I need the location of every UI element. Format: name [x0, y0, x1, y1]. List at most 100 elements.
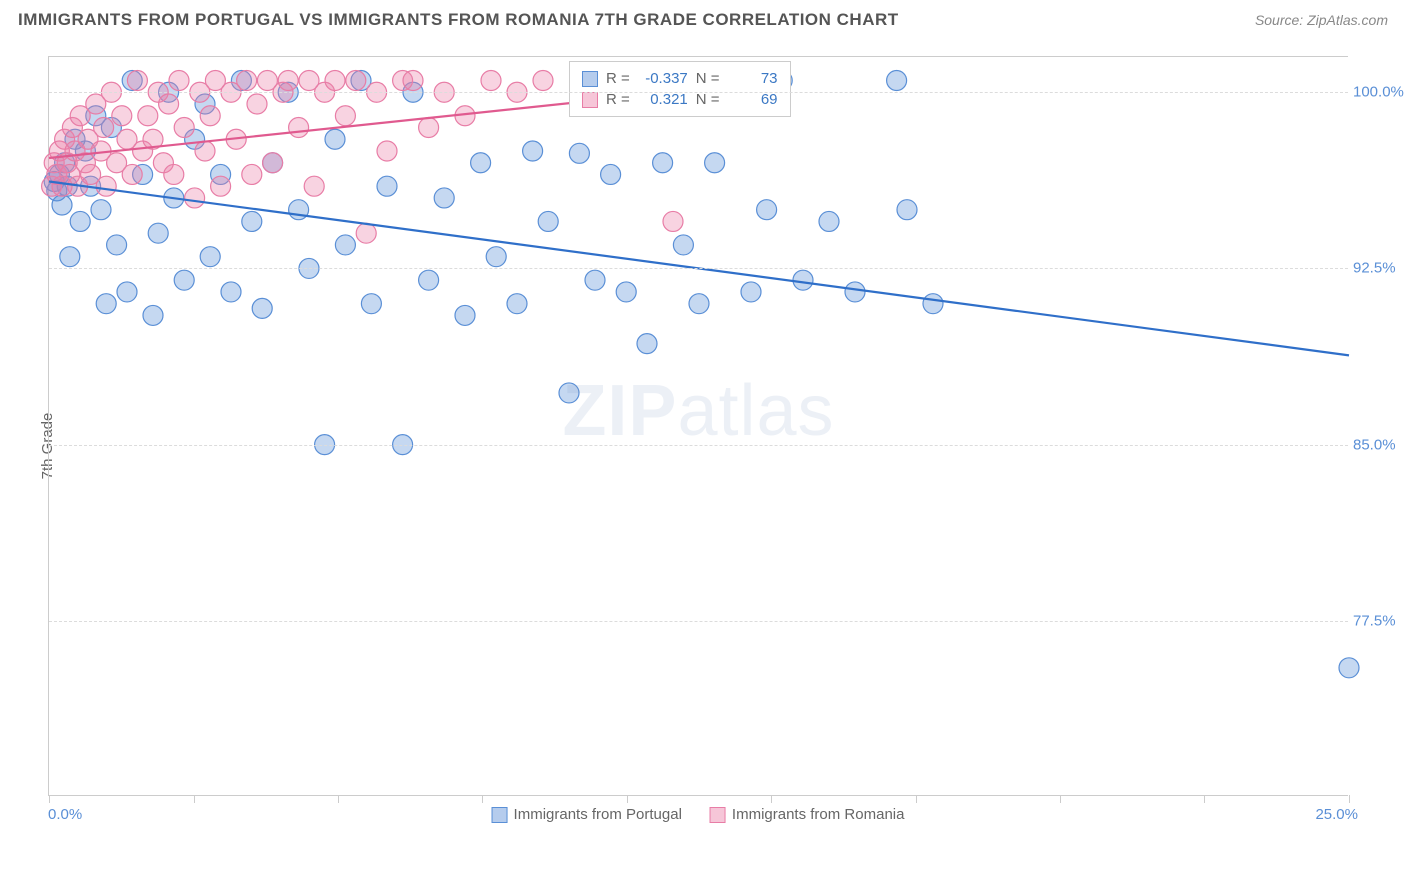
x-max-label: 25.0% — [1315, 806, 1358, 823]
data-point-portugal — [148, 223, 168, 243]
data-point-portugal — [507, 294, 527, 314]
y-tick-label: 85.0% — [1353, 436, 1406, 453]
data-point-portugal — [601, 164, 621, 184]
x-min-label: 0.0% — [48, 806, 82, 823]
data-point-romania — [164, 164, 184, 184]
data-point-romania — [159, 94, 179, 114]
data-point-portugal — [252, 298, 272, 318]
data-point-portugal — [559, 383, 579, 403]
data-point-romania — [122, 164, 142, 184]
data-point-portugal — [471, 153, 491, 173]
data-point-portugal — [897, 200, 917, 220]
data-point-portugal — [616, 282, 636, 302]
data-point-romania — [533, 70, 553, 90]
data-point-portugal — [523, 141, 543, 161]
data-point-romania — [195, 141, 215, 161]
grid-line — [49, 268, 1348, 269]
data-point-portugal — [242, 211, 262, 231]
data-point-portugal — [107, 235, 127, 255]
bottom-legend: Immigrants from Portugal Immigrants from… — [492, 806, 905, 823]
chart-plot-area: R = -0.337 N = 73 R = 0.321 N = 69 ZIPat… — [48, 56, 1348, 796]
data-point-romania — [211, 176, 231, 196]
data-point-romania — [242, 164, 262, 184]
data-point-romania — [174, 117, 194, 137]
swatch-pink-icon — [582, 92, 598, 108]
data-point-romania — [94, 117, 114, 137]
data-point-portugal — [335, 235, 355, 255]
data-point-portugal — [419, 270, 439, 290]
data-point-portugal — [434, 188, 454, 208]
x-axis-labels: 0.0% Immigrants from Portugal Immigrants… — [48, 806, 1348, 836]
data-point-portugal — [637, 334, 657, 354]
source-label: Source: ZipAtlas.com — [1255, 12, 1388, 28]
data-point-romania — [403, 70, 423, 90]
data-point-portugal — [673, 235, 693, 255]
data-point-romania — [663, 211, 683, 231]
data-point-romania — [278, 70, 298, 90]
data-point-romania — [419, 117, 439, 137]
data-point-portugal — [91, 200, 111, 220]
scatter-svg — [49, 57, 1348, 795]
data-point-romania — [112, 106, 132, 126]
stats-row-portugal: R = -0.337 N = 73 — [582, 68, 778, 89]
data-point-portugal — [377, 176, 397, 196]
x-tick — [627, 795, 628, 803]
chart-title: IMMIGRANTS FROM PORTUGAL VS IMMIGRANTS F… — [18, 10, 899, 30]
data-point-portugal — [585, 270, 605, 290]
data-point-romania — [127, 70, 147, 90]
data-point-romania — [289, 117, 309, 137]
x-tick — [1060, 795, 1061, 803]
data-point-portugal — [325, 129, 345, 149]
data-point-romania — [169, 70, 189, 90]
data-point-romania — [325, 70, 345, 90]
data-point-portugal — [52, 195, 72, 215]
data-point-portugal — [757, 200, 777, 220]
data-point-romania — [263, 153, 283, 173]
data-point-portugal — [117, 282, 137, 302]
x-tick — [916, 795, 917, 803]
swatch-pink-icon — [710, 807, 726, 823]
x-tick — [1349, 795, 1350, 803]
data-point-portugal — [486, 247, 506, 267]
legend-item-portugal: Immigrants from Portugal — [492, 806, 682, 823]
x-tick — [482, 795, 483, 803]
data-point-romania — [481, 70, 501, 90]
data-point-portugal — [174, 270, 194, 290]
data-point-portugal — [538, 211, 558, 231]
data-point-portugal — [793, 270, 813, 290]
data-point-portugal — [845, 282, 865, 302]
data-point-portugal — [1339, 658, 1359, 678]
data-point-portugal — [741, 282, 761, 302]
data-point-romania — [96, 176, 116, 196]
grid-line — [49, 445, 1348, 446]
data-point-romania — [335, 106, 355, 126]
header: IMMIGRANTS FROM PORTUGAL VS IMMIGRANTS F… — [0, 0, 1406, 36]
legend-item-romania: Immigrants from Romania — [710, 806, 905, 823]
data-point-portugal — [887, 70, 907, 90]
stats-legend-box: R = -0.337 N = 73 R = 0.321 N = 69 — [569, 61, 791, 117]
data-point-portugal — [200, 247, 220, 267]
y-tick-label: 77.5% — [1353, 612, 1406, 629]
data-point-romania — [346, 70, 366, 90]
data-point-portugal — [819, 211, 839, 231]
data-point-portugal — [705, 153, 725, 173]
grid-line — [49, 92, 1348, 93]
data-point-portugal — [923, 294, 943, 314]
data-point-portugal — [221, 282, 241, 302]
x-tick — [771, 795, 772, 803]
data-point-romania — [237, 70, 257, 90]
data-point-romania — [377, 141, 397, 161]
y-tick-label: 92.5% — [1353, 260, 1406, 277]
data-point-romania — [304, 176, 324, 196]
data-point-romania — [247, 94, 267, 114]
data-point-portugal — [143, 305, 163, 325]
grid-line — [49, 621, 1348, 622]
data-point-romania — [138, 106, 158, 126]
swatch-blue-icon — [492, 807, 508, 823]
x-tick — [194, 795, 195, 803]
x-tick — [338, 795, 339, 803]
data-point-romania — [356, 223, 376, 243]
x-tick — [1204, 795, 1205, 803]
data-point-portugal — [653, 153, 673, 173]
data-point-portugal — [96, 294, 116, 314]
